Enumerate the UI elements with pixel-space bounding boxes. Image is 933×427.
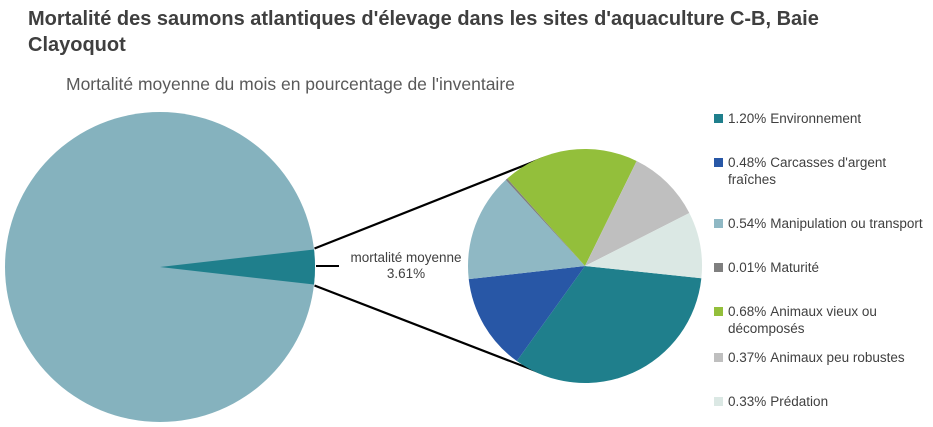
legend-marker-animaux-peu-robustes — [714, 353, 723, 362]
legend-label: Maturité — [770, 260, 820, 275]
legend-label: Environnement — [770, 111, 862, 126]
secondary-pie-slice-6 — [585, 213, 703, 279]
legend-value: 0.37% — [728, 350, 767, 365]
legend-value: 0.68% — [728, 304, 767, 319]
legend-label: Manipulation ou transport — [770, 216, 923, 231]
legend-item-predation: 0.33% Prédation — [714, 393, 928, 410]
legend-label: Animaux peu robustes — [770, 350, 905, 365]
secondary-pie-slice-2 — [467, 179, 585, 280]
connector-line-bottom — [314, 284, 542, 375]
legend-label: Prédation — [770, 394, 829, 409]
legend-marker-manipulation — [714, 219, 723, 228]
legend-marker-animaux-vieux — [714, 307, 723, 316]
callout-label: mortalité moyenne 3.61% — [330, 250, 482, 282]
main-pie — [5, 112, 315, 422]
legend-label: Carcasses d'argent fraîches — [728, 155, 887, 187]
legend-item-carcasses: 0.48% Carcasses d'argent fraîches — [714, 154, 928, 188]
secondary-pie-slice-3 — [505, 178, 585, 266]
main-pie-detail-slice — [160, 249, 315, 285]
legend-item-animaux-peu-robustes: 0.37% Animaux peu robustes — [714, 349, 928, 366]
callout-label-value: 3.61% — [386, 266, 426, 281]
secondary-pie-slice-0 — [516, 266, 702, 383]
legend-value: 0.54% — [728, 216, 767, 231]
callout-label-text: mortalité moyenne — [350, 250, 462, 265]
legend: 1.20% Environnement 0.48% Carcasses d'arge… — [714, 110, 928, 427]
legend-value: 0.33% — [728, 394, 767, 409]
secondary-pie-slice-4 — [507, 148, 637, 266]
legend-marker-environnement — [714, 114, 723, 123]
chart-subtitle: Mortalité moyenne du mois en pourcentage… — [66, 74, 515, 94]
legend-item-environnement: 1.20% Environnement — [714, 110, 928, 127]
secondary-pie-slice-5 — [585, 161, 690, 266]
chart-title: Mortalité des saumons atlantiques d'élev… — [28, 8, 819, 56]
legend-item-manipulation: 0.54% Manipulation ou transport — [714, 215, 928, 232]
legend-marker-predation — [714, 397, 723, 406]
legend-value: 0.48% — [728, 155, 767, 170]
legend-value: 0.01% — [728, 260, 767, 275]
secondary-pie — [467, 148, 703, 383]
legend-item-maturite: 0.01% Maturité — [714, 259, 928, 276]
secondary-pie-slice-1 — [468, 266, 585, 362]
legend-marker-carcasses — [714, 158, 723, 167]
legend-label: Animaux vieux ou décomposés — [728, 304, 877, 336]
pie-of-pie-plot — [5, 112, 703, 422]
connector-line-top — [314, 156, 544, 250]
legend-marker-maturite — [714, 263, 723, 272]
legend-item-animaux-vieux: 0.68% Animaux vieux ou décomposés — [714, 303, 928, 337]
legend-value: 1.20% — [728, 111, 767, 126]
